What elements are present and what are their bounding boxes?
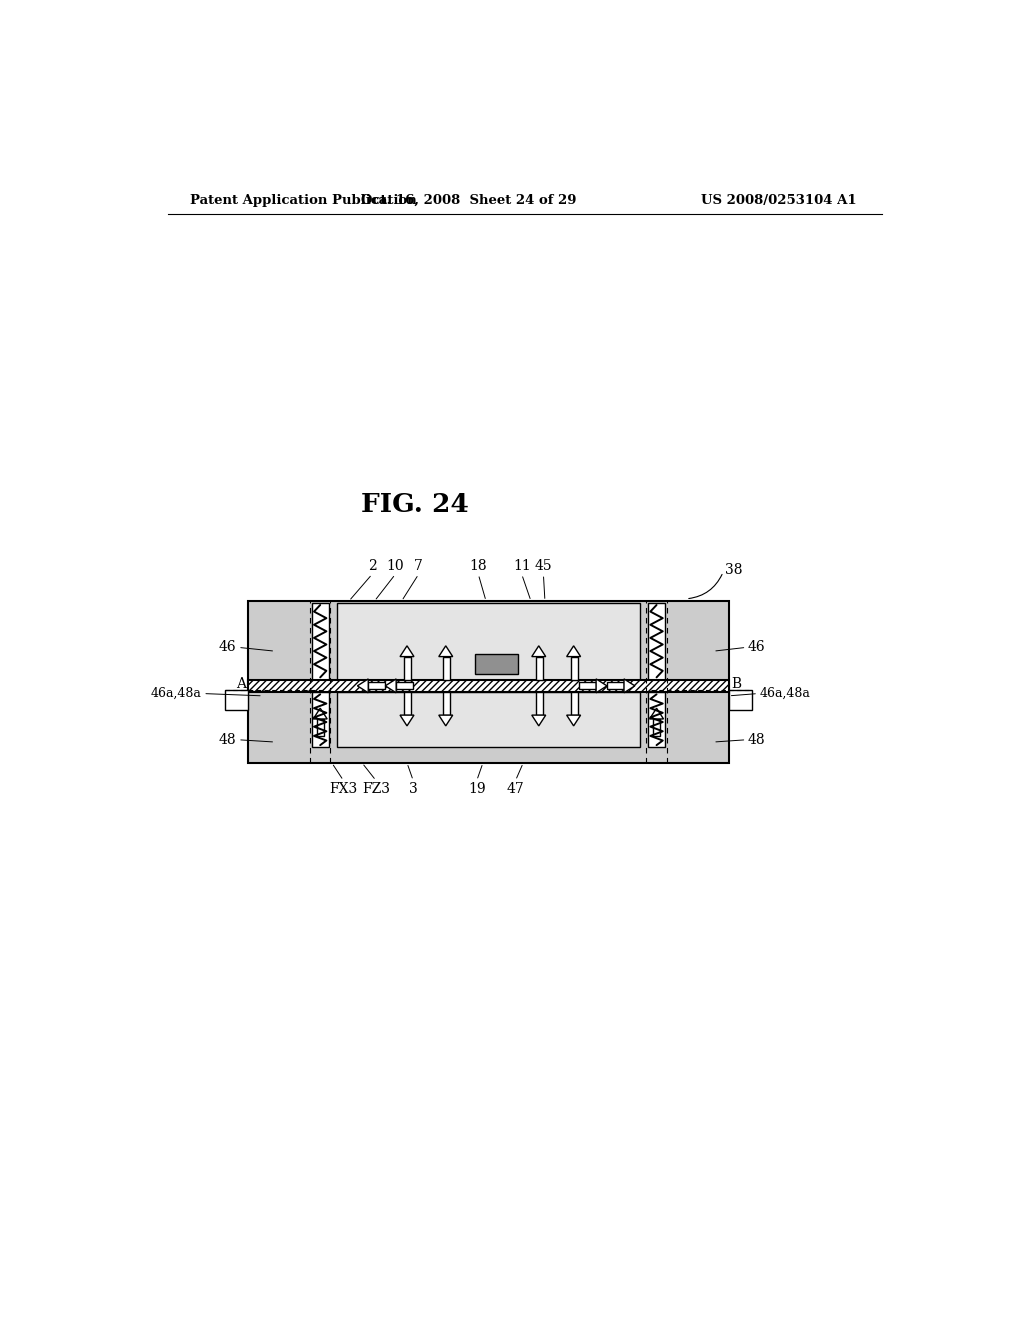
Text: 46a,48a: 46a,48a [151,686,202,700]
Polygon shape [566,645,581,656]
Text: 3: 3 [409,781,418,796]
Text: 2: 2 [368,558,377,573]
Text: 46: 46 [748,640,766,655]
Text: 45: 45 [535,558,552,573]
Text: FX3: FX3 [330,781,357,796]
Polygon shape [313,708,328,719]
Polygon shape [596,678,607,693]
Text: 11: 11 [513,558,530,573]
Polygon shape [400,645,414,656]
Polygon shape [531,715,546,726]
Bar [403,692,411,715]
Text: 48: 48 [219,733,237,747]
Text: 48: 48 [748,733,766,747]
Text: A: A [237,677,247,692]
Bar [337,603,640,680]
Text: 18: 18 [469,558,487,573]
Text: US 2008/0253104 A1: US 2008/0253104 A1 [700,194,856,207]
Bar [648,692,665,747]
Text: 46a,48a: 46a,48a [760,686,811,700]
Bar [536,692,543,715]
Polygon shape [566,715,581,726]
Polygon shape [624,678,635,693]
Bar [653,719,660,737]
Polygon shape [438,645,453,656]
Bar [607,682,624,689]
Bar [369,682,385,689]
Polygon shape [400,715,414,726]
Text: Patent Application Publication: Patent Application Publication [190,194,417,207]
Text: Oct. 16, 2008  Sheet 24 of 29: Oct. 16, 2008 Sheet 24 of 29 [361,194,577,207]
Bar [442,692,450,715]
Bar [248,601,729,763]
Bar [248,601,729,763]
Bar [311,692,329,747]
Bar [337,692,640,747]
Text: 19: 19 [468,781,485,796]
Bar [570,692,578,715]
Bar [729,690,752,710]
Polygon shape [531,645,546,656]
Bar [403,656,411,680]
Bar [337,603,640,680]
Bar [396,682,414,689]
Text: 47: 47 [507,781,524,796]
Text: FZ3: FZ3 [362,781,390,796]
Text: 10: 10 [387,558,404,573]
Bar [225,690,248,710]
Text: 46: 46 [219,640,237,655]
Bar [337,692,640,747]
Bar [570,656,578,680]
Bar [536,656,543,680]
Polygon shape [649,708,664,719]
Polygon shape [357,678,369,693]
Bar [648,603,665,680]
Bar [248,680,729,692]
Text: B: B [731,677,741,692]
Text: FIG. 24: FIG. 24 [360,492,469,517]
Polygon shape [438,715,453,726]
Bar [475,655,518,673]
Text: 38: 38 [725,564,742,577]
Text: 7: 7 [414,558,423,573]
Polygon shape [385,678,396,693]
Bar [442,656,450,680]
Bar [579,682,596,689]
Bar [317,719,324,737]
Bar [311,603,329,680]
